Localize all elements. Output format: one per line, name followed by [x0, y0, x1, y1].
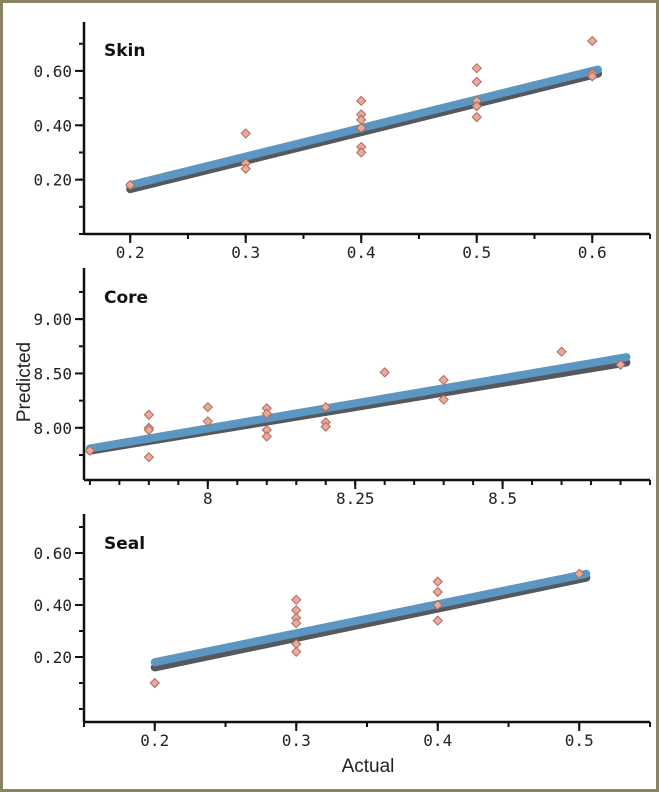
data-point	[320, 421, 331, 432]
y-tick-label: 8.00	[33, 419, 72, 438]
x-axis-title: Actual	[342, 756, 395, 777]
data-point	[291, 594, 302, 606]
fit-line	[85, 353, 631, 453]
data-point	[432, 576, 443, 587]
x-tick-label: 0.4	[347, 243, 376, 262]
y-tick-label: 0.40	[33, 596, 72, 615]
y-tick-label: 9.00	[33, 310, 72, 329]
data-point	[438, 394, 449, 405]
data-point	[587, 71, 598, 82]
data-point	[356, 95, 367, 107]
data-point	[379, 367, 390, 378]
x-tick-label: 0.5	[462, 243, 491, 262]
y-tick-label: 0.60	[33, 544, 72, 563]
x-tick-label: 0.6	[578, 243, 607, 262]
y-tick-label: 8.50	[33, 364, 72, 383]
x-tick-label: 0.3	[231, 243, 260, 262]
x-tick-label: 0.3	[282, 731, 311, 750]
data-point	[202, 401, 214, 413]
panel-core: 8 8.25 8.5 8.00 8.50 9.00 Core	[33, 268, 651, 508]
data-point	[556, 346, 567, 357]
data-point	[320, 401, 331, 413]
data-point	[471, 101, 482, 112]
x-tick-label: 8.25	[336, 489, 375, 508]
y-tick-label: 0.20	[33, 171, 72, 190]
data-point	[84, 445, 96, 456]
data-point	[261, 408, 272, 419]
x-tick-label: 0.4	[423, 731, 452, 750]
data-point	[432, 599, 443, 611]
data-point	[291, 617, 302, 629]
data-point	[240, 163, 251, 174]
y-tick-label: 0.40	[33, 116, 72, 135]
data-point	[356, 122, 367, 134]
data-point	[432, 615, 443, 626]
data-point	[202, 416, 214, 427]
y-axis-title: Predicted	[14, 342, 35, 422]
data-point	[143, 451, 155, 463]
x-tick-label: 0.2	[140, 731, 169, 750]
x-tick-label: 8.5	[488, 489, 517, 508]
y-tick-label: 0.20	[33, 648, 72, 667]
panel-skin: 0.2 0.3 0.4 0.5 0.6 0.20 0.40 0.60 Skin	[33, 22, 651, 262]
panel-seal: 0.2 0.3 0.4 0.5 0.20 0.40 0.60 Seal	[33, 514, 651, 750]
data-point	[432, 586, 443, 598]
data-point	[356, 147, 367, 158]
data-point	[471, 111, 482, 123]
data-point	[438, 374, 449, 386]
panel-title: Seal	[104, 534, 145, 554]
x-tick-label: 0.5	[565, 731, 594, 750]
data-point	[587, 35, 598, 47]
data-point	[143, 409, 155, 420]
data-point	[615, 359, 626, 370]
x-tick-label: 0.2	[116, 243, 145, 262]
panel-title: Skin	[104, 41, 145, 61]
data-point	[143, 424, 155, 436]
data-point	[471, 62, 482, 74]
x-tick-label: 8	[203, 489, 213, 508]
data-point	[149, 677, 160, 689]
fit-line	[150, 569, 591, 667]
data-point	[261, 431, 272, 442]
data-point	[124, 179, 136, 191]
y-tick-label: 0.60	[33, 62, 72, 81]
fit-line-shadow	[150, 573, 591, 672]
data-point	[240, 128, 251, 139]
panel-title: Core	[104, 288, 148, 308]
data-point	[574, 568, 585, 580]
data-point	[471, 76, 482, 88]
data-point	[291, 646, 302, 658]
